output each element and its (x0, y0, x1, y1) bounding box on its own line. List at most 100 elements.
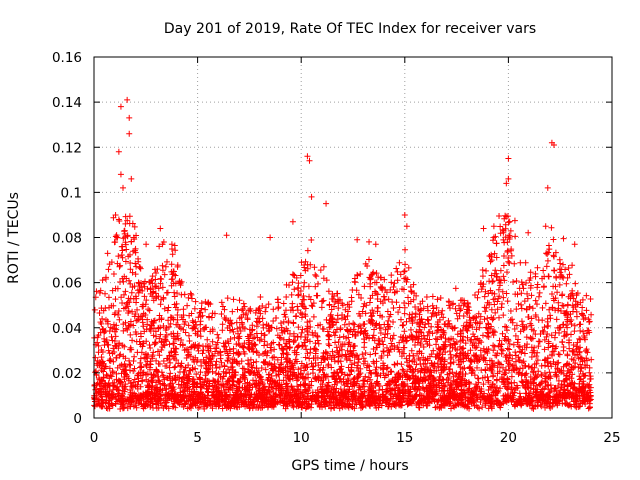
data-point (129, 395, 136, 402)
data-point (460, 333, 467, 340)
data-point (162, 337, 169, 344)
data-point (139, 377, 146, 384)
data-point (143, 338, 150, 345)
data-point (238, 358, 245, 365)
data-point (325, 379, 332, 386)
data-point (412, 373, 419, 380)
data-point (183, 354, 190, 361)
data-point (360, 321, 367, 328)
data-point (433, 388, 440, 395)
data-point (114, 383, 121, 390)
data-point (466, 314, 473, 321)
data-point (424, 332, 431, 339)
data-point (332, 370, 339, 377)
data-point (526, 277, 533, 284)
data-point (490, 381, 497, 388)
data-point (147, 344, 154, 351)
data-point (378, 355, 385, 362)
data-point (461, 297, 468, 304)
data-point (534, 373, 541, 380)
data-point (433, 383, 440, 390)
data-point (319, 381, 326, 388)
data-point (544, 318, 551, 325)
data-point (566, 339, 573, 346)
data-point (325, 361, 332, 368)
data-point (566, 361, 573, 368)
data-point (381, 297, 388, 304)
data-point (390, 305, 397, 312)
data-point (541, 346, 548, 353)
data-point (225, 352, 232, 359)
data-point (172, 363, 179, 370)
data-point (186, 367, 193, 374)
data-point (586, 381, 593, 388)
data-point (98, 320, 105, 327)
data-point (573, 398, 580, 405)
data-point (323, 389, 330, 396)
data-point (495, 286, 502, 293)
data-point (496, 293, 503, 300)
data-point (552, 329, 559, 336)
data-point (227, 405, 234, 412)
data-point (550, 283, 557, 290)
data-point (189, 317, 196, 324)
data-point (304, 328, 311, 335)
data-point (457, 338, 464, 345)
data-point (330, 321, 337, 328)
data-point (503, 290, 510, 297)
data-point (566, 394, 573, 401)
data-point (309, 303, 316, 310)
data-point (499, 364, 506, 371)
data-point (493, 254, 500, 261)
data-point (528, 336, 535, 343)
data-point (466, 320, 473, 327)
data-point (266, 380, 273, 387)
data-point (122, 364, 129, 371)
data-point (228, 373, 235, 380)
data-point (569, 262, 576, 269)
data-point (278, 354, 285, 361)
data-point (276, 377, 283, 384)
data-point (345, 341, 352, 348)
data-point (529, 305, 536, 312)
data-point (560, 235, 567, 242)
data-point (533, 374, 540, 381)
data-point (379, 338, 386, 345)
data-point (565, 402, 572, 409)
data-point (161, 305, 168, 312)
data-point (484, 361, 491, 368)
data-point (395, 309, 402, 316)
data-point (171, 364, 178, 371)
data-point (275, 299, 282, 306)
data-point (544, 251, 551, 258)
data-point (356, 322, 363, 329)
data-point (527, 282, 534, 289)
data-point (135, 399, 142, 406)
data-point (283, 281, 290, 288)
data-point (302, 305, 309, 312)
data-point (195, 347, 202, 354)
data-point (412, 310, 419, 317)
data-point (239, 343, 246, 350)
data-point (204, 343, 211, 350)
data-point (406, 363, 413, 370)
data-point (500, 262, 507, 269)
data-point (144, 382, 151, 389)
data-point (142, 402, 149, 409)
data-point (445, 302, 452, 309)
data-point (166, 341, 173, 348)
data-point (500, 227, 507, 234)
data-point (294, 307, 301, 314)
data-point (485, 290, 492, 297)
data-point (155, 373, 162, 380)
data-point (261, 332, 268, 339)
data-point (347, 348, 354, 355)
data-point (156, 361, 163, 368)
data-point (518, 279, 525, 286)
data-point (204, 392, 211, 399)
data-point (144, 370, 151, 377)
data-point (299, 342, 306, 349)
data-point (482, 395, 489, 402)
data-point (436, 384, 443, 391)
data-point (468, 369, 475, 376)
